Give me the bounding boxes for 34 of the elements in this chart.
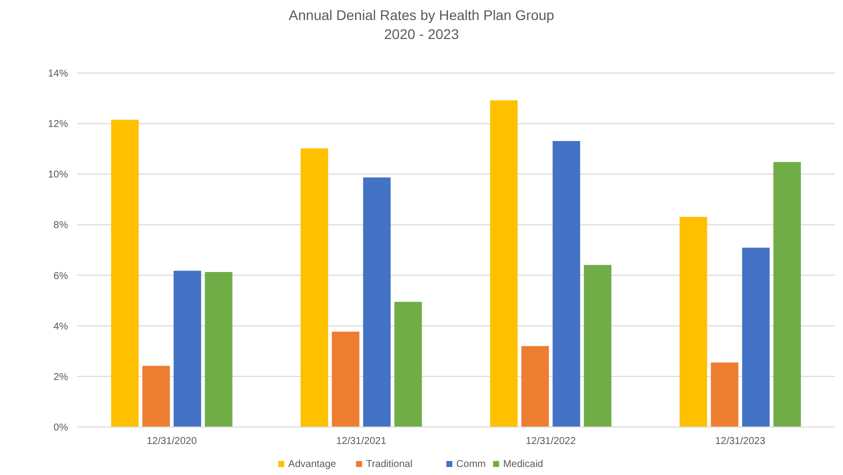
bar: [204, 272, 232, 427]
legend-label: Advantage: [288, 459, 337, 470]
y-tick-label: 12%: [48, 119, 68, 130]
bar: [174, 270, 202, 427]
bar: [142, 366, 170, 427]
x-tick-label: 12/31/2021: [336, 436, 387, 447]
bar: [680, 216, 708, 427]
y-tick-label: 0%: [54, 422, 68, 434]
chart-title: Annual Denial Rates by Health Plan Group: [288, 7, 554, 23]
bar: [111, 120, 139, 427]
bar: [710, 362, 738, 427]
bar: [490, 100, 518, 427]
x-tick-label: 12/31/2022: [526, 436, 576, 447]
bar: [742, 248, 770, 427]
legend-label: Medicaid: [503, 459, 544, 470]
bar: [521, 346, 549, 427]
bar: [332, 332, 360, 427]
bar: [363, 177, 391, 427]
y-tick-label: 8%: [54, 220, 68, 232]
y-tick-label: 10%: [48, 170, 68, 181]
y-tick-label: 4%: [54, 321, 68, 332]
x-tick-label: 12/31/2020: [146, 436, 198, 447]
chart-subtitle: 2020 - 2023: [384, 26, 460, 42]
bar: [394, 302, 422, 427]
bar: [300, 148, 328, 427]
bar: [584, 264, 612, 427]
legend-label: Comm: [456, 459, 486, 470]
x-tick-label: 12/31/2023: [715, 436, 766, 447]
y-tick-label: 6%: [54, 270, 68, 282]
legend-label: Traditional: [366, 459, 412, 470]
y-tick-label: 2%: [54, 372, 68, 383]
y-tick-label: 14%: [48, 68, 68, 80]
bar: [552, 141, 580, 427]
bar: [773, 162, 801, 427]
